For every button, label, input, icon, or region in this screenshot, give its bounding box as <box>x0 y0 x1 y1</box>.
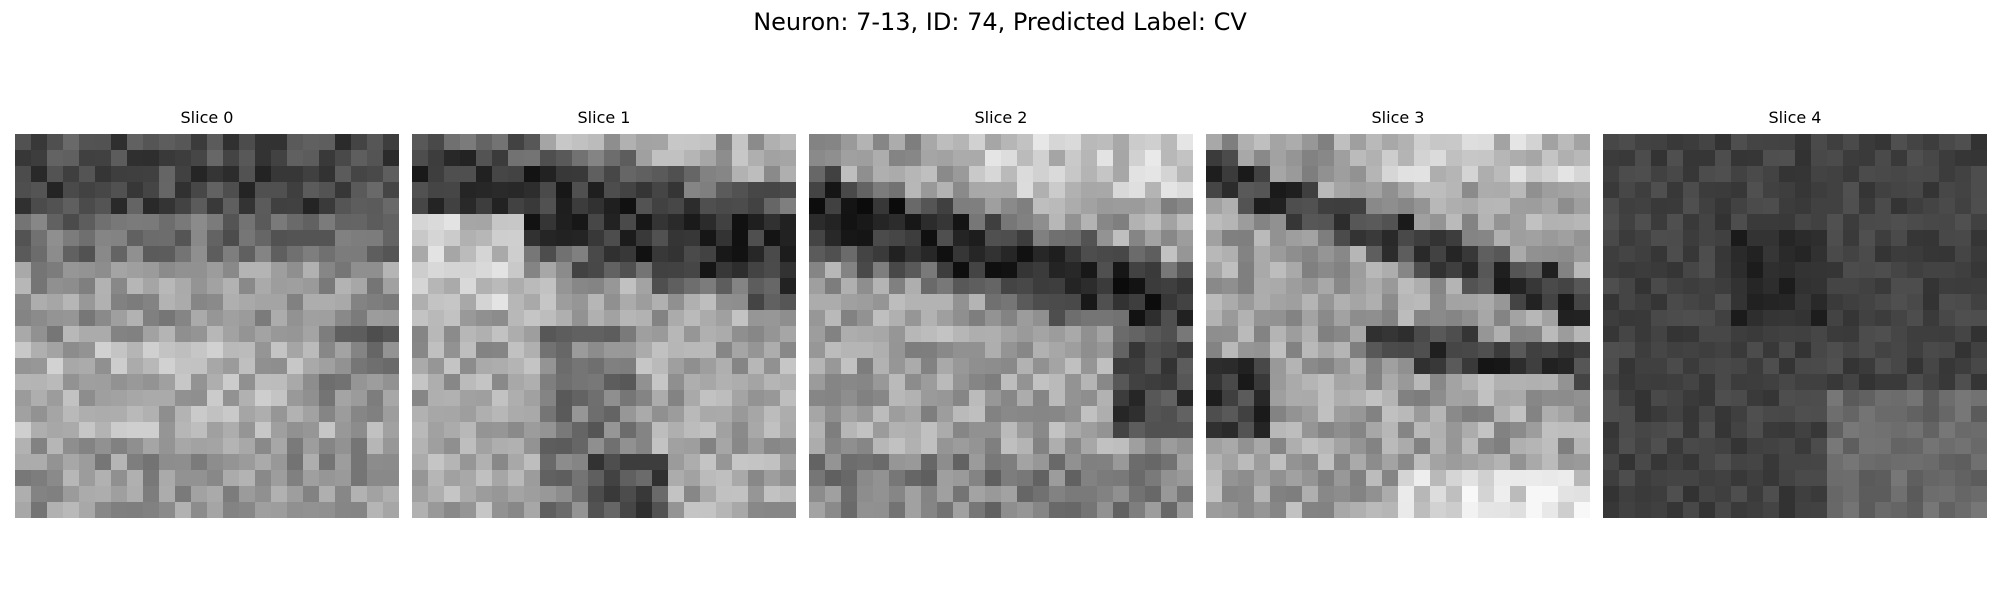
slice-panel-0: Slice 0 <box>15 107 399 518</box>
slice-image-0 <box>15 134 399 518</box>
figure-title: Neuron: 7-13, ID: 74, Predicted Label: C… <box>753 8 1247 36</box>
slice-image-1 <box>412 134 796 518</box>
slice-image-2 <box>809 134 1193 518</box>
slice-panel-3: Slice 3 <box>1206 107 1590 518</box>
slice-panel-2: Slice 2 <box>809 107 1193 518</box>
slice-title: Slice 1 <box>577 108 631 127</box>
slice-title: Slice 0 <box>180 108 234 127</box>
slice-image-3 <box>1206 134 1590 518</box>
slice-image-4 <box>1603 134 1987 518</box>
slice-panel-4: Slice 4 <box>1603 107 1987 518</box>
slice-title: Slice 4 <box>1768 108 1822 127</box>
slice-title: Slice 2 <box>974 108 1028 127</box>
slice-title: Slice 3 <box>1371 108 1425 127</box>
slice-panel-1: Slice 1 <box>412 107 796 518</box>
